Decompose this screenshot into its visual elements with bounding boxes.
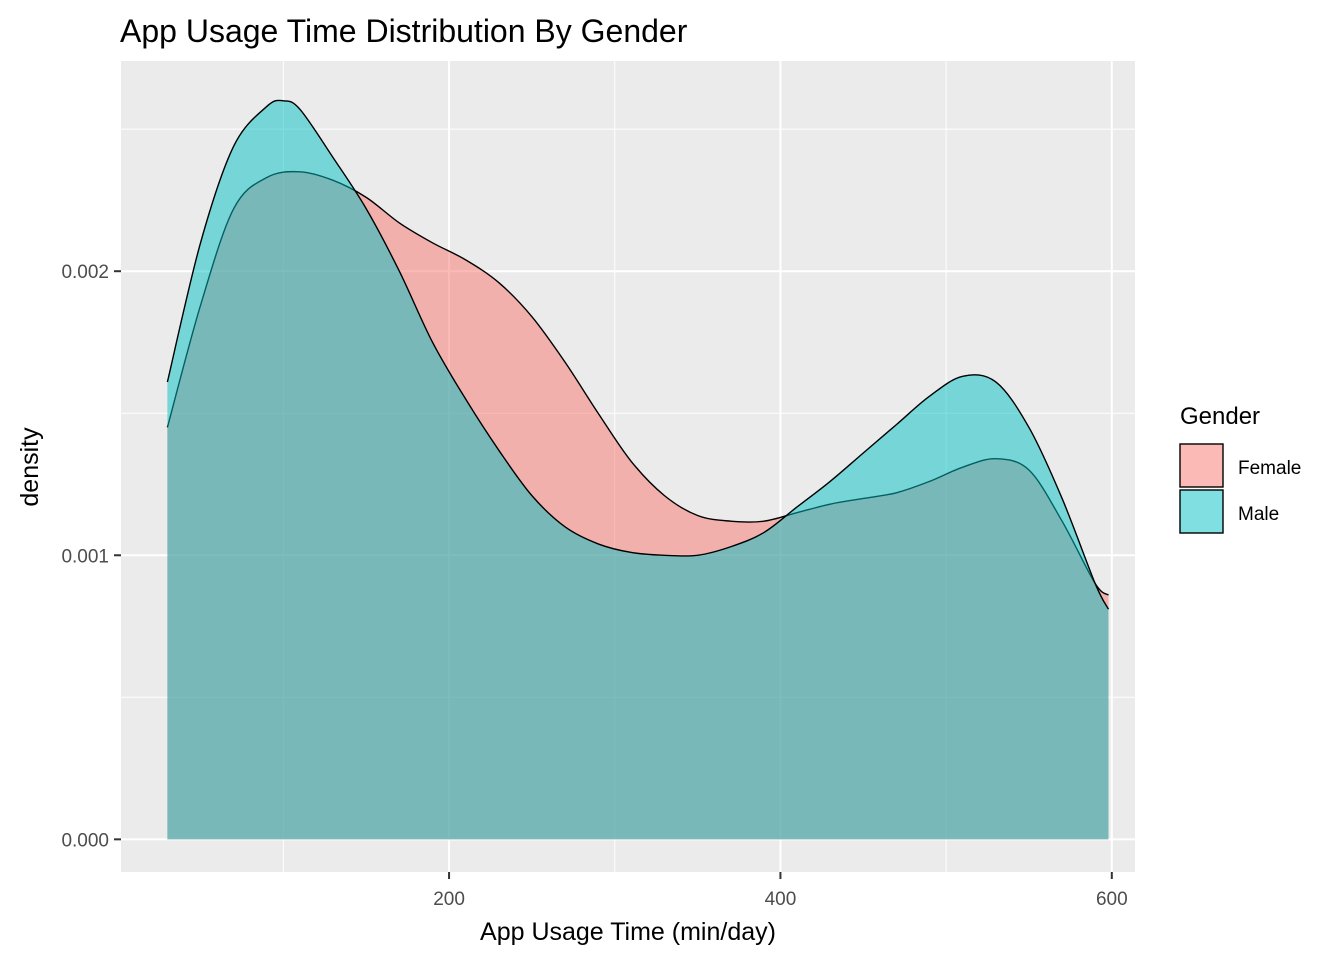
density-area-male <box>167 100 1109 840</box>
legend-title: Gender <box>1180 403 1260 430</box>
legend-items: Female Male <box>1179 443 1301 534</box>
x-axis-title: App Usage Time (min/day) <box>480 918 776 946</box>
legend-label-male: Male <box>1238 504 1279 525</box>
legend-label-female: Female <box>1238 458 1301 479</box>
legend-swatch-female <box>1179 443 1224 488</box>
x-tick-label: 600 <box>1096 889 1128 910</box>
y-tick-label: 0.002 <box>61 262 109 283</box>
x-tick-label: 200 <box>433 889 465 910</box>
y-tick-label: 0.001 <box>61 546 109 567</box>
y-axis-title: density <box>16 427 44 507</box>
tick-labels: 200 400 600 0.000 0.001 0.002 <box>61 262 1127 910</box>
x-tick-label: 400 <box>765 889 797 910</box>
density-series <box>166 99 1110 840</box>
y-tick-label: 0.000 <box>61 830 109 851</box>
legend-swatch-male <box>1179 489 1224 534</box>
legend: Gender Female Male <box>1179 403 1301 534</box>
density-curve-male <box>166 99 1110 610</box>
chart-title: App Usage Time Distribution By Gender <box>120 13 688 49</box>
axis-ticks <box>114 270 1113 879</box>
